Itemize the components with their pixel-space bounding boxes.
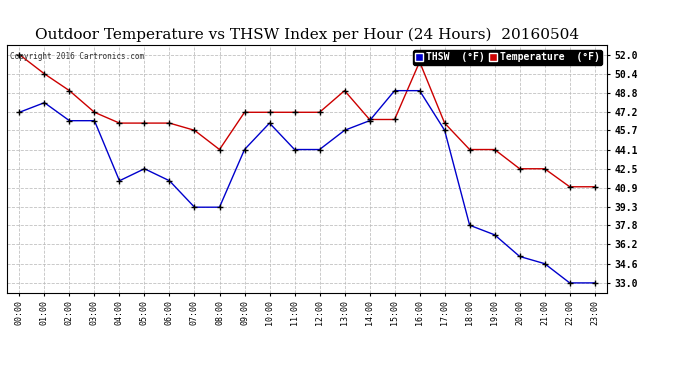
Legend: THSW  (°F), Temperature  (°F): THSW (°F), Temperature (°F) <box>413 50 602 65</box>
Title: Outdoor Temperature vs THSW Index per Hour (24 Hours)  20160504: Outdoor Temperature vs THSW Index per Ho… <box>35 28 579 42</box>
Text: Copyright 2016 Cartronics.com: Copyright 2016 Cartronics.com <box>10 53 144 62</box>
